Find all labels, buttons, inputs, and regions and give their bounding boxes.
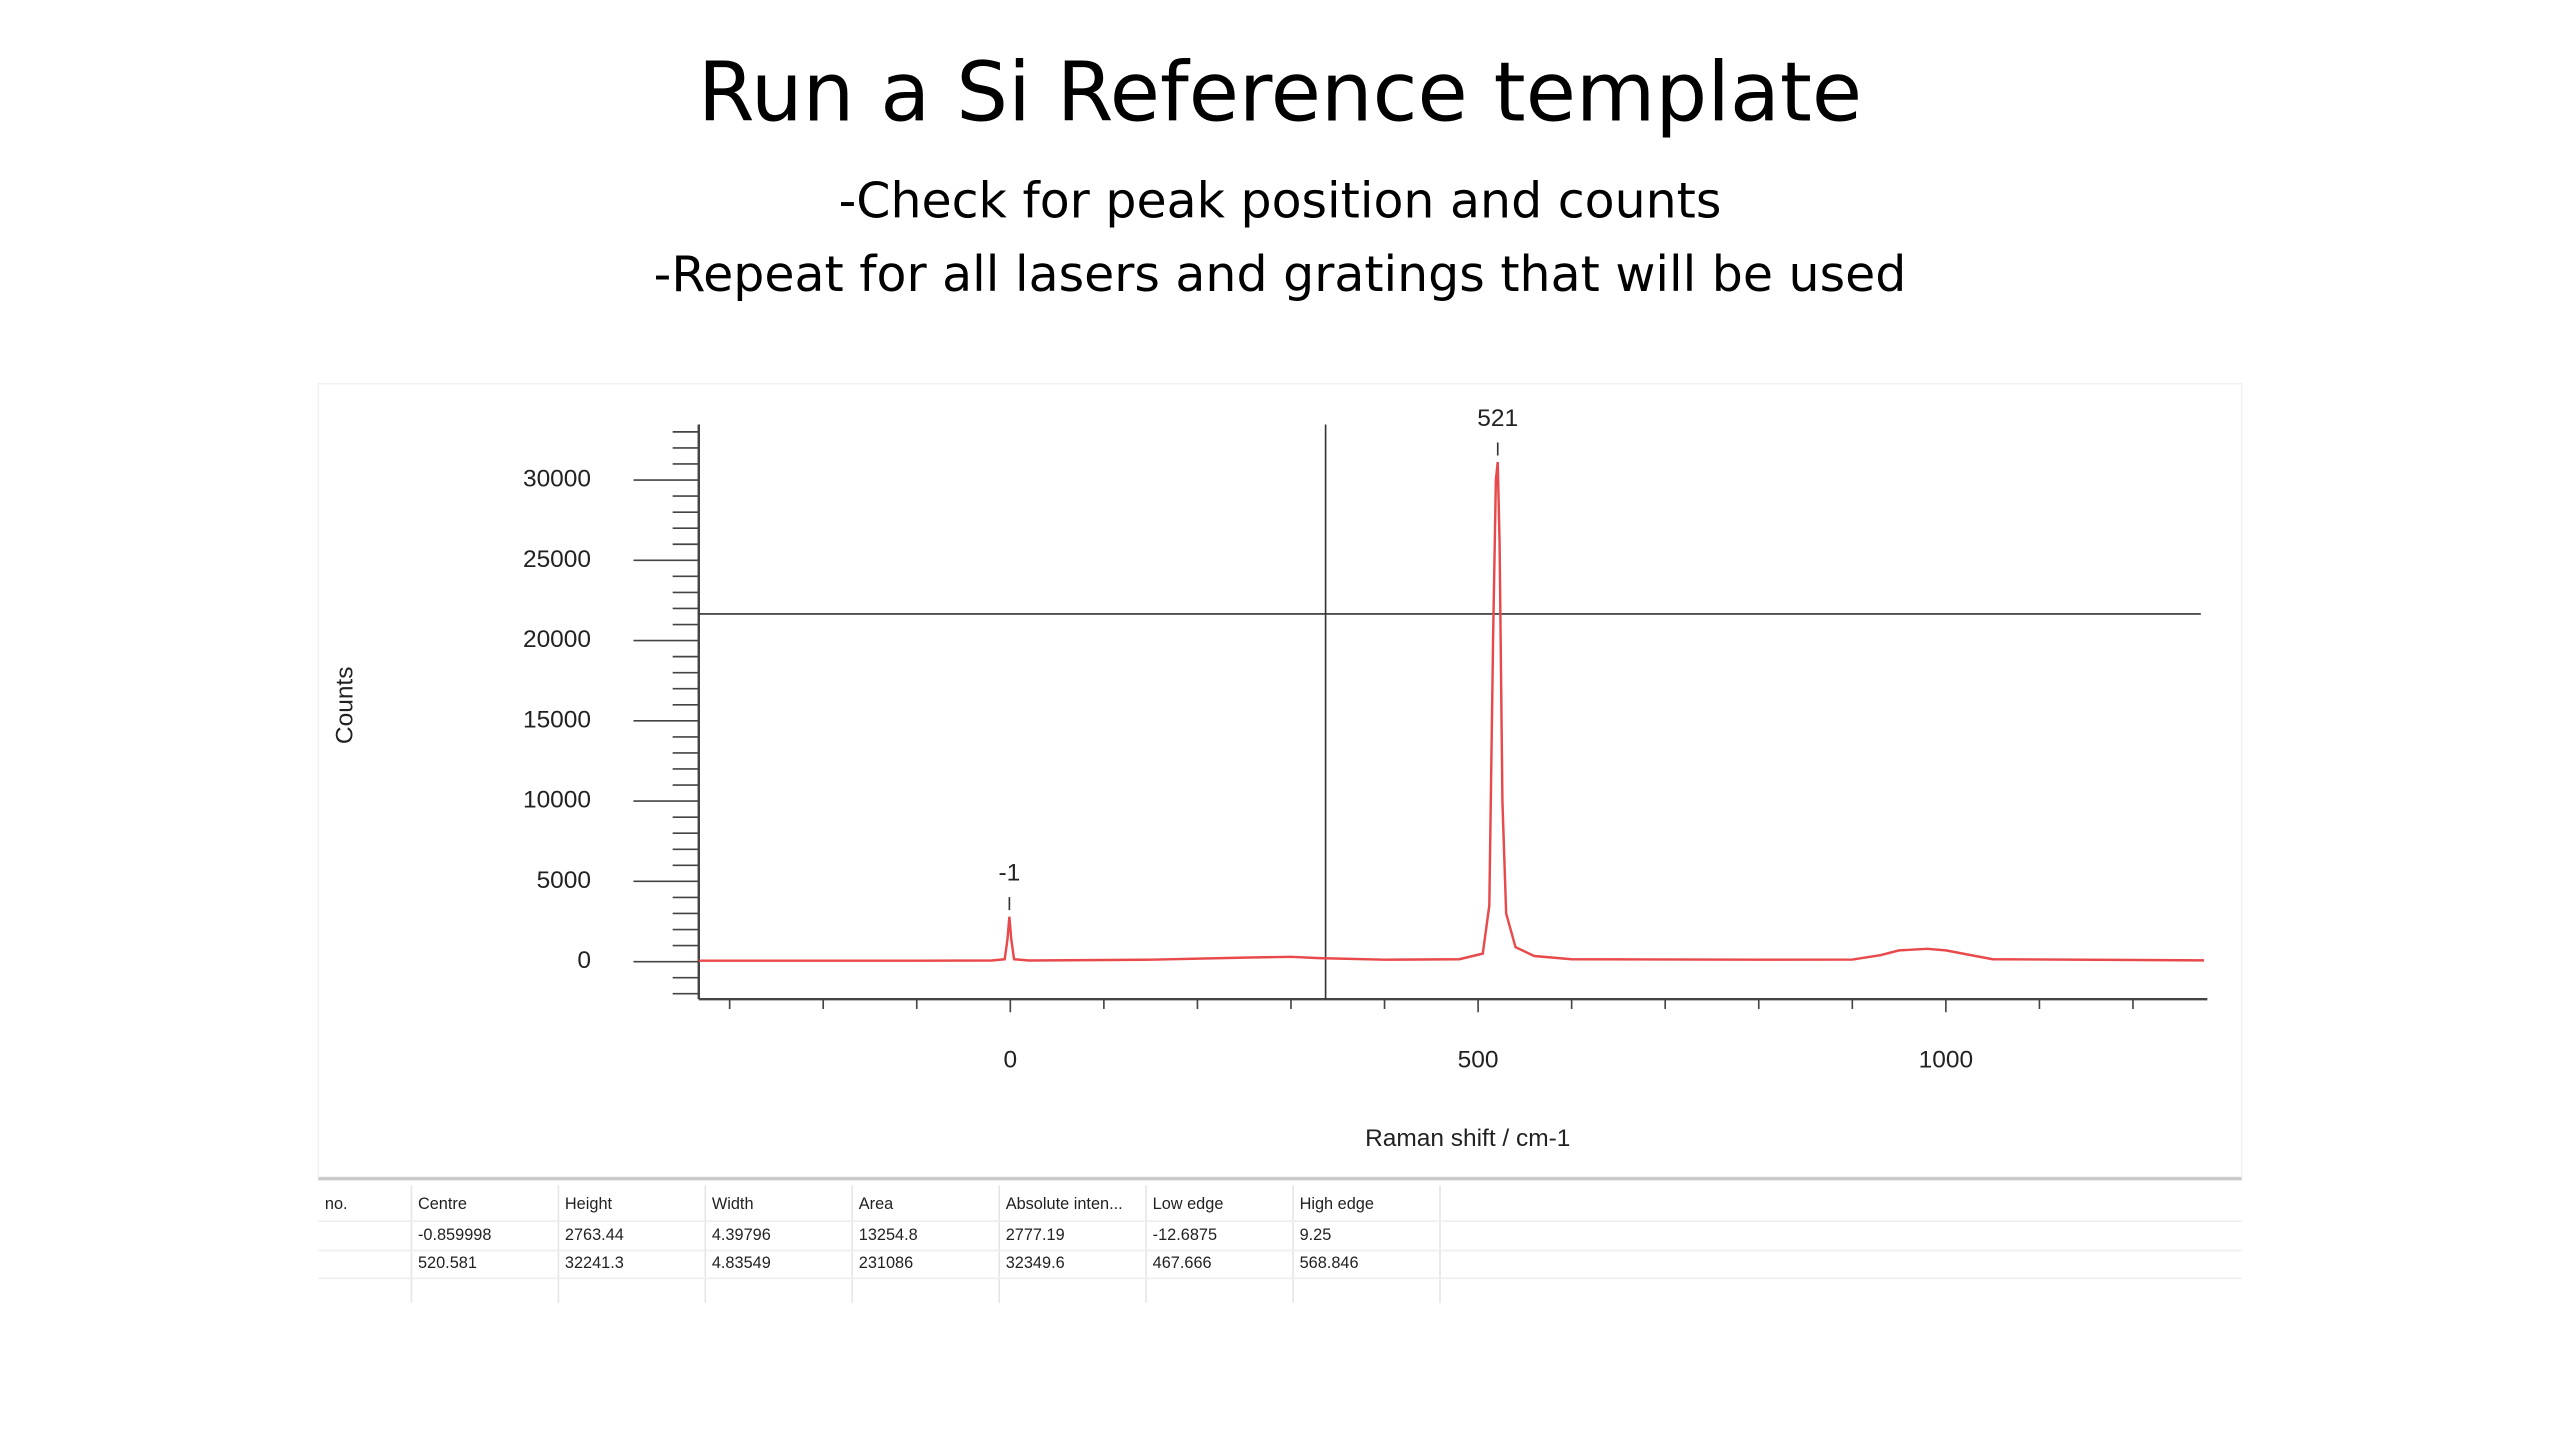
table-header: no. bbox=[325, 1195, 348, 1213]
table-cell: 13254.8 bbox=[859, 1226, 918, 1244]
x-tick-label: 500 bbox=[1458, 1047, 1499, 1074]
y-axis-label: Counts bbox=[332, 667, 359, 745]
table-header: Centre bbox=[418, 1195, 467, 1213]
table-cell: 9.25 bbox=[1300, 1226, 1332, 1244]
slide-line: -Check for peak position and counts bbox=[839, 173, 1722, 230]
slide-title: Run a Si Reference template bbox=[698, 45, 1862, 140]
table-cell: 4.83549 bbox=[712, 1254, 771, 1272]
table-cell: 568.846 bbox=[1300, 1254, 1359, 1272]
table-header: Height bbox=[565, 1195, 613, 1213]
table-cell: 32241.3 bbox=[565, 1254, 624, 1272]
y-tick-label: 25000 bbox=[523, 546, 591, 573]
table-header: Width bbox=[712, 1195, 754, 1213]
table-header: Absolute inten... bbox=[1006, 1195, 1123, 1213]
table-cell: 2777.19 bbox=[1006, 1226, 1065, 1244]
peak-label: 521 bbox=[1477, 405, 1518, 432]
table-cell: -0.859998 bbox=[418, 1226, 491, 1244]
table-cell: 231086 bbox=[859, 1254, 913, 1272]
x-tick-label: 1000 bbox=[1919, 1047, 1973, 1074]
spectrum-line bbox=[698, 461, 2205, 962]
chart-panel bbox=[317, 382, 2243, 1178]
table-cell: 4.39796 bbox=[712, 1226, 771, 1244]
peak-table: no. Centre Height Width Area Absolute inten..… bbox=[318, 1185, 2242, 1303]
y-tick-label: 15000 bbox=[523, 706, 591, 733]
chart: 0 5000 10000 15000 20000 25000 30000 0 500 1000 Ra… bbox=[332, 405, 2208, 1152]
table-header: Area bbox=[859, 1195, 894, 1213]
table-cell: 2763.44 bbox=[565, 1226, 624, 1244]
peak-label: -1 bbox=[998, 860, 1020, 887]
table-header: High edge bbox=[1300, 1195, 1374, 1213]
table-cell: -12.6875 bbox=[1153, 1226, 1217, 1244]
table-cell: 32349.6 bbox=[1006, 1254, 1065, 1272]
table-header: Low edge bbox=[1153, 1195, 1224, 1213]
x-tick-label: 0 bbox=[1004, 1047, 1018, 1074]
table-cell: 467.666 bbox=[1153, 1254, 1212, 1272]
y-tick-label: 10000 bbox=[523, 787, 591, 814]
y-tick-label: 20000 bbox=[523, 626, 591, 653]
y-tick-label: 30000 bbox=[523, 466, 591, 493]
table-cell: 520.581 bbox=[418, 1254, 477, 1272]
y-tick-label: 0 bbox=[577, 947, 591, 974]
y-tick-label: 5000 bbox=[537, 867, 591, 894]
x-axis-label: Raman shift / cm-1 bbox=[1365, 1125, 1570, 1152]
slide-line: -Repeat for all lasers and gratings that… bbox=[654, 246, 1907, 303]
